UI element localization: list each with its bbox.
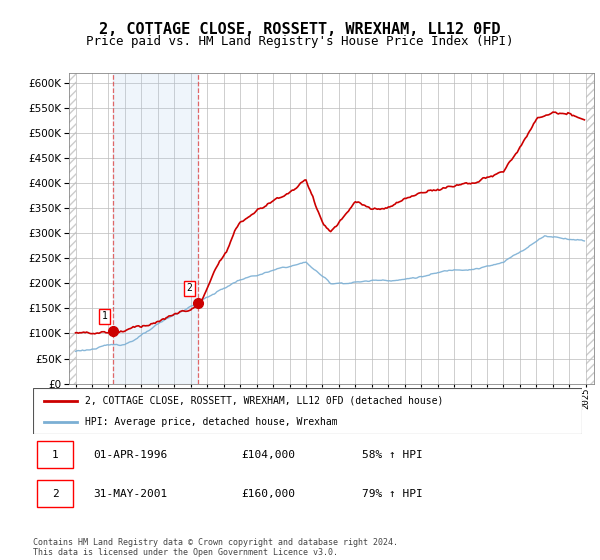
Text: 79% ↑ HPI: 79% ↑ HPI [362, 489, 423, 498]
Text: 01-APR-1996: 01-APR-1996 [94, 450, 167, 460]
Bar [113, 73, 197, 384]
Bar [69, 73, 76, 384]
Bar [586, 73, 594, 384]
Text: 2, COTTAGE CLOSE, ROSSETT, WREXHAM, LL12 0FD (detached house): 2, COTTAGE CLOSE, ROSSETT, WREXHAM, LL12… [85, 396, 443, 406]
Text: 2, COTTAGE CLOSE, ROSSETT, WREXHAM, LL12 0FD: 2, COTTAGE CLOSE, ROSSETT, WREXHAM, LL12… [99, 22, 501, 38]
Text: Price paid vs. HM Land Registry's House Price Index (HPI): Price paid vs. HM Land Registry's House … [86, 35, 514, 48]
Text: 1: 1 [52, 450, 59, 460]
Text: £104,000: £104,000 [242, 450, 296, 460]
Text: 2: 2 [52, 489, 59, 498]
Text: HPI: Average price, detached house, Wrexham: HPI: Average price, detached house, Wrex… [85, 417, 338, 427]
Text: Contains HM Land Registry data © Crown copyright and database right 2024.
This d: Contains HM Land Registry data © Crown c… [33, 538, 398, 557]
Bar [37, 441, 73, 469]
Text: 58% ↑ HPI: 58% ↑ HPI [362, 450, 423, 460]
Text: 1: 1 [101, 311, 107, 321]
Text: 31-MAY-2001: 31-MAY-2001 [94, 489, 167, 498]
Bar [37, 480, 73, 507]
Text: 2: 2 [187, 283, 193, 293]
Text: £160,000: £160,000 [242, 489, 296, 498]
